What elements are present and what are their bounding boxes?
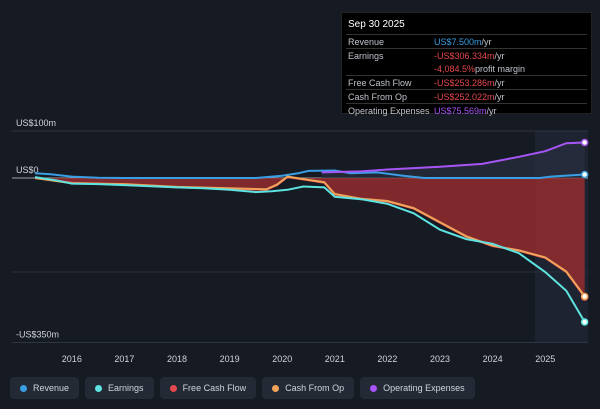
y-tick-label: US$0 xyxy=(16,165,39,175)
tooltip-suffix: profit margin xyxy=(475,63,526,74)
tooltip-suffix: /yr xyxy=(494,77,505,88)
earnings-end-marker xyxy=(580,318,589,326)
tooltip-label: Operating Expenses xyxy=(348,105,430,116)
x-tick-label: 2024 xyxy=(483,354,503,364)
tooltip-value: -US$252.022m xyxy=(434,91,495,102)
legend-item-earnings[interactable]: Earnings xyxy=(85,377,154,399)
tooltip-row: Revenue US$7.500m /yr xyxy=(346,34,587,48)
tooltip-value: -US$306.334m xyxy=(434,50,495,61)
earnings-line xyxy=(34,176,586,323)
legend-label: Free Cash Flow xyxy=(182,383,247,393)
tooltip-row: -4,084.5% profit margin xyxy=(346,62,587,75)
tooltip: Sep 30 2025 Revenue US$7.500m /yr Earnings… xyxy=(341,12,592,117)
x-tick-label: 2025 xyxy=(535,354,555,364)
legend-item-cash-from-op[interactable]: Cash From Op xyxy=(262,377,355,399)
free-cash-flow-area xyxy=(35,177,585,298)
x-tick-label: 2023 xyxy=(430,354,450,364)
legend-label: Earnings xyxy=(108,383,144,393)
tooltip-suffix: /yr xyxy=(494,91,505,102)
tooltip-date: Sep 30 2025 xyxy=(348,19,405,30)
tooltip-suffix: /yr xyxy=(494,50,505,61)
tooltip-suffix: /yr xyxy=(481,36,492,47)
x-tick-label: 2016 xyxy=(62,354,82,364)
operating-expenses-line xyxy=(321,141,585,174)
tooltip-label: Revenue xyxy=(348,36,385,47)
x-tick-label: 2021 xyxy=(325,354,345,364)
legend-dot-icon xyxy=(169,384,177,392)
tooltip-value: US$75.569m xyxy=(434,105,487,116)
tooltip-row: Cash From Op -US$252.022m /yr xyxy=(346,89,587,103)
legend-dot-icon xyxy=(272,384,280,392)
tooltip-label: Earnings xyxy=(348,50,384,61)
legend-dot-icon xyxy=(95,384,103,392)
tooltip-value: -4,084.5% xyxy=(434,63,476,74)
operating-expenses-end-marker xyxy=(580,138,589,147)
cash-from-op-end-marker xyxy=(580,292,589,301)
revenue-end-marker xyxy=(580,170,589,179)
legend-dot-icon xyxy=(370,384,378,392)
y-tick-label: US$100m xyxy=(16,118,56,128)
x-tick-label: 2017 xyxy=(114,354,134,364)
x-tick-label: 2018 xyxy=(167,354,187,364)
tooltip-row: Earnings -US$306.334m /yr xyxy=(346,48,587,62)
y-tick-label: -US$350m xyxy=(16,330,59,340)
legend: Revenue Earnings Free Cash Flow Cash From O… xyxy=(10,377,475,399)
legend-item-free-cash-flow[interactable]: Free Cash Flow xyxy=(159,377,257,399)
revenue-line xyxy=(34,169,585,179)
tooltip-value: US$7.500m xyxy=(434,36,482,47)
legend-dot-icon xyxy=(20,384,27,392)
tooltip-label: Free Cash Flow xyxy=(348,77,412,88)
legend-label: Operating Expenses xyxy=(383,383,465,393)
operating-expenses-area xyxy=(321,142,585,178)
tooltip-row: Operating Expenses US$75.569m /yr xyxy=(346,103,587,117)
tooltip-suffix: /yr xyxy=(486,105,497,116)
tooltip-label: Cash From Op xyxy=(348,91,408,102)
x-tick-label: 2019 xyxy=(220,354,240,364)
legend-label: Revenue xyxy=(33,383,70,393)
legend-label: Cash From Op xyxy=(285,383,345,393)
legend-item-operating-expenses[interactable]: Operating Expenses xyxy=(360,377,475,399)
legend-item-revenue[interactable]: Revenue xyxy=(10,377,80,399)
tooltip-value: -US$253.286m xyxy=(434,77,495,88)
x-tick-label: 2022 xyxy=(377,354,397,364)
tooltip-row: Free Cash Flow -US$253.286m /yr xyxy=(346,75,587,89)
x-tick-label: 2020 xyxy=(272,354,292,364)
